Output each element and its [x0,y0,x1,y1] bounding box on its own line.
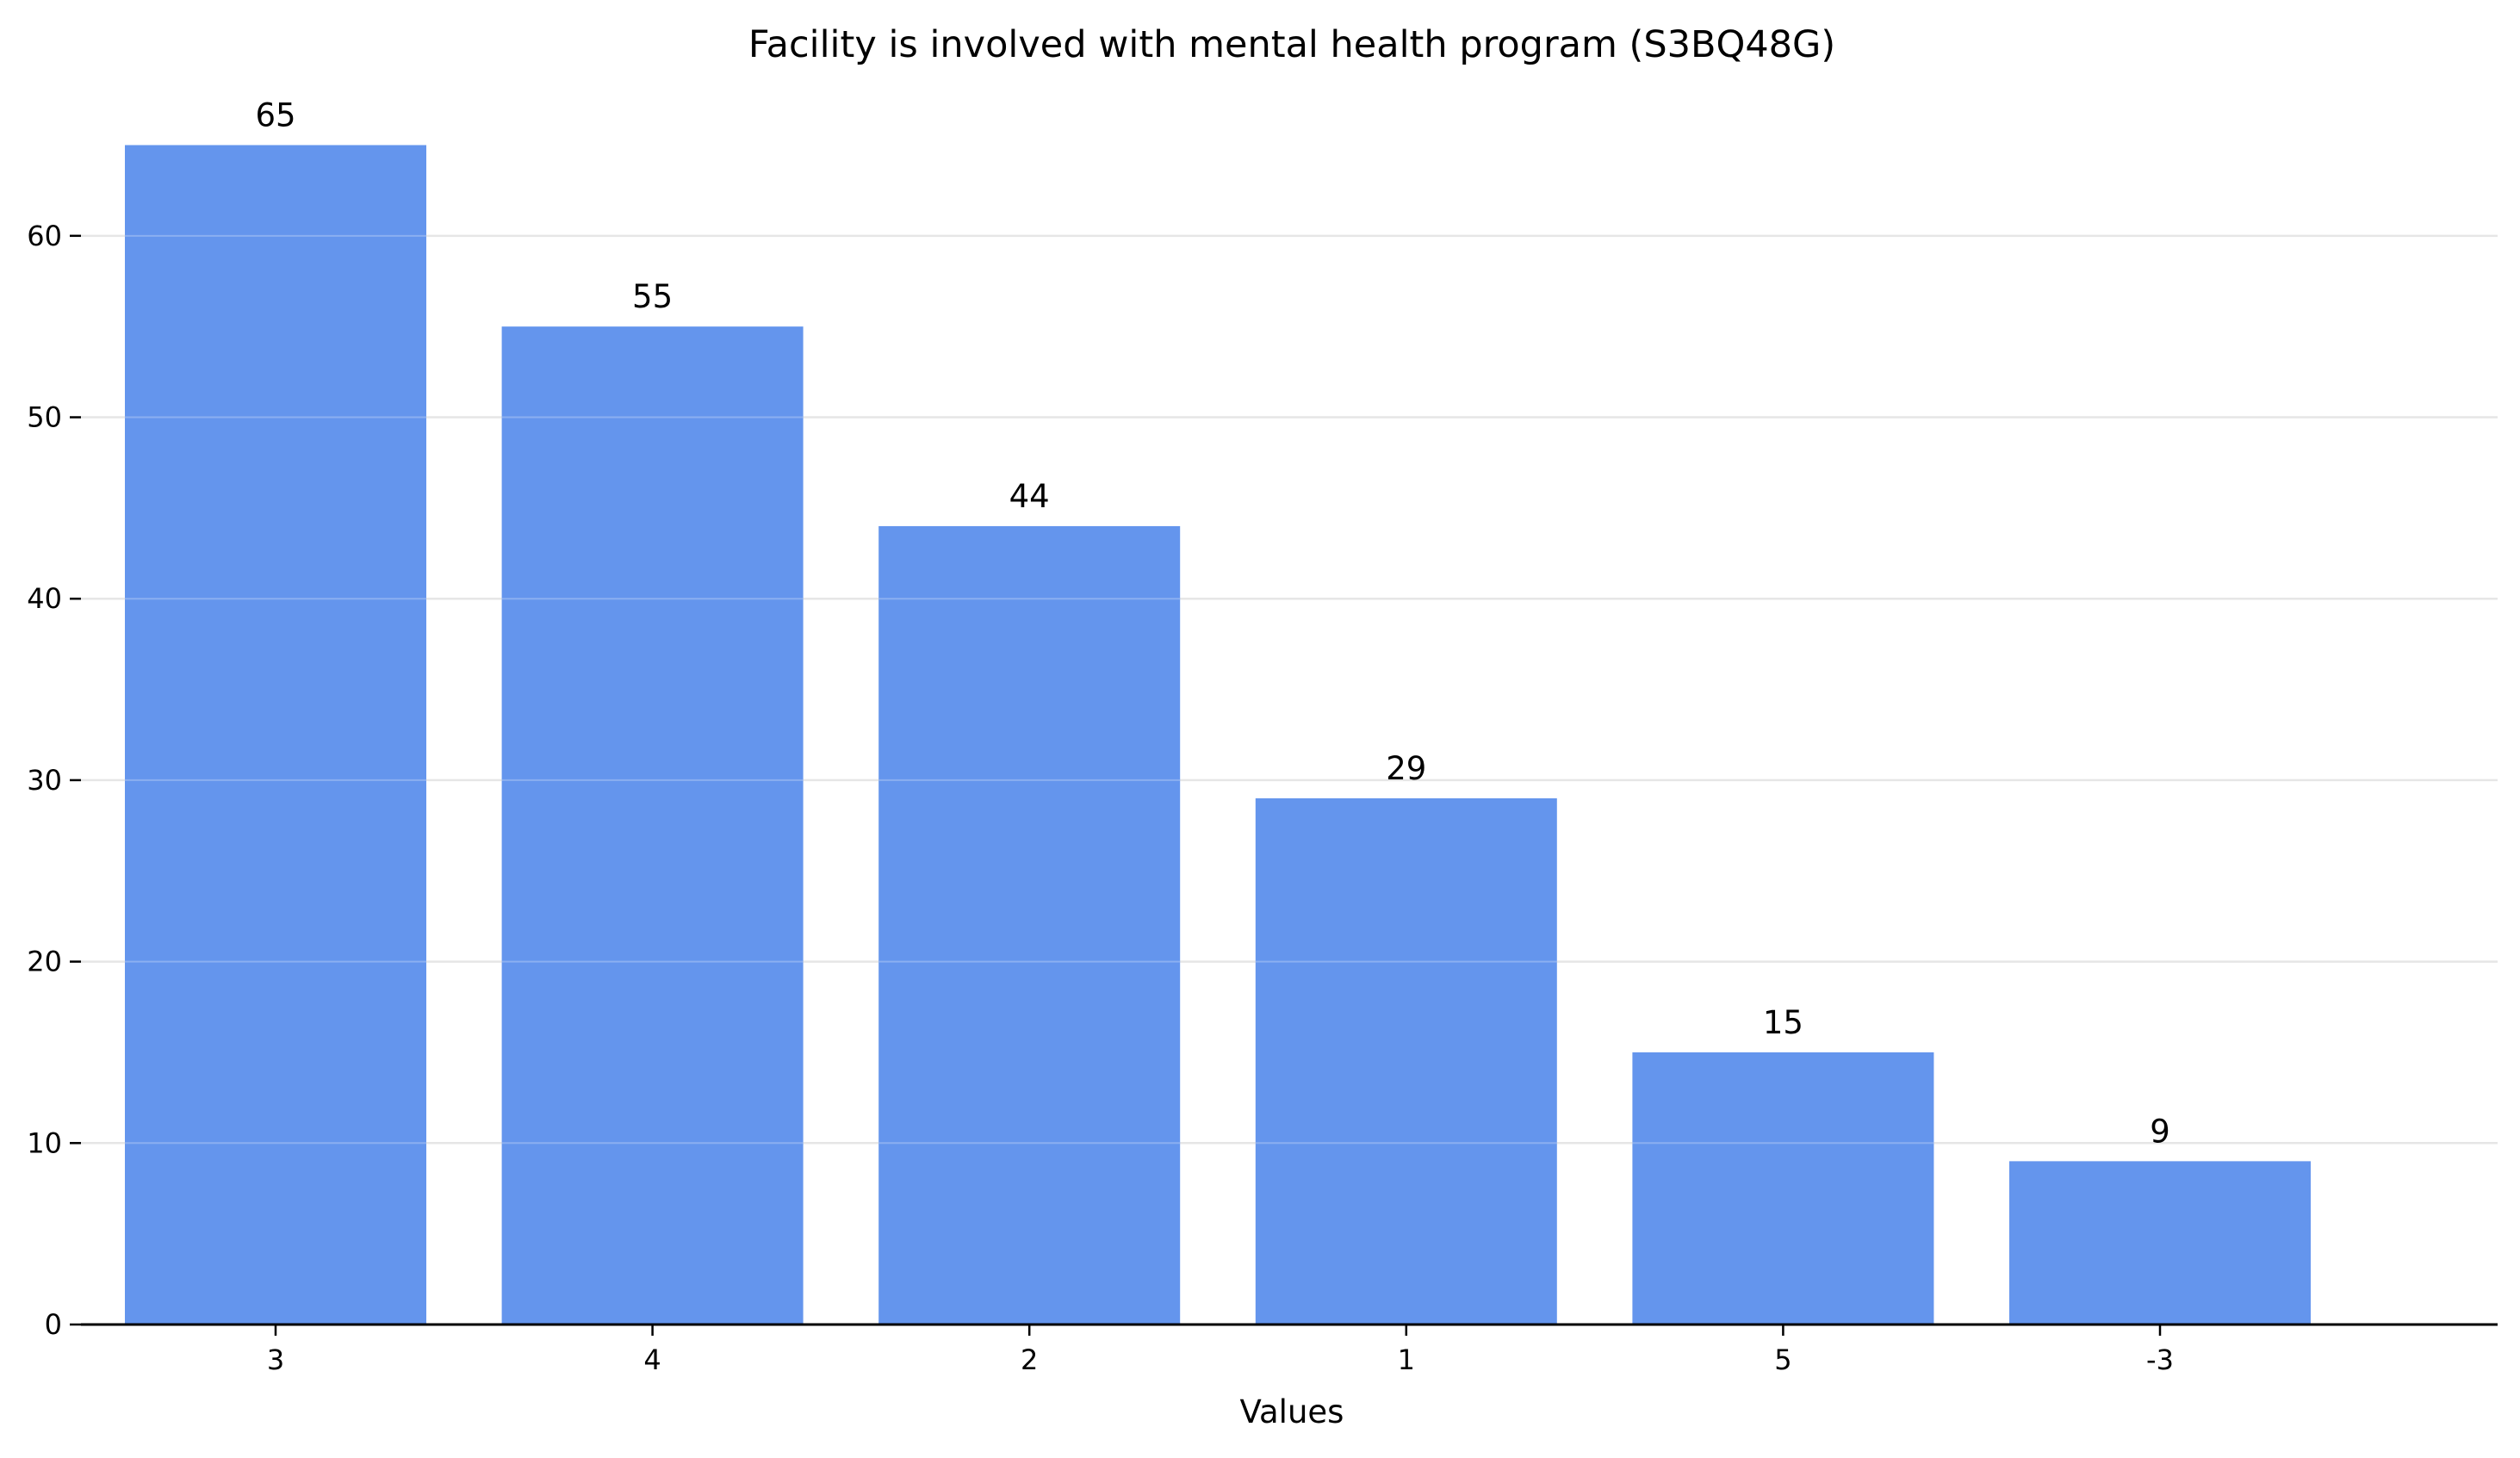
y-tick-label: 50 [27,401,62,434]
bar--3 [2009,1161,2311,1325]
data-label: 9 [2150,1113,2170,1150]
x-tick-label: 5 [1774,1343,1791,1376]
bar-1 [1255,797,1557,1325]
y-tick-label: 20 [27,946,62,978]
data-label: 65 [255,96,295,133]
bar-5 [1632,1052,1934,1325]
data-label: 29 [1386,750,1426,787]
x-tick-label: 1 [1398,1343,1415,1376]
data-label: 44 [1009,478,1050,515]
x-tick-label: 4 [643,1343,661,1376]
y-tick-label: 30 [27,764,62,797]
y-tick-label: 40 [27,582,62,615]
x-tick-label: -3 [2146,1343,2174,1376]
data-label: 15 [1763,1004,1803,1041]
y-tick-label: 60 [27,220,62,252]
bar-2 [878,525,1181,1325]
bar-4 [501,326,804,1325]
x-axis-label: Values [1240,1393,1344,1430]
bar-3 [125,145,426,1325]
y-tick-label: 10 [27,1126,62,1159]
data-label: 55 [632,278,673,315]
bars [125,145,2311,1325]
data-labels: 65 55 44 29 15 9 [255,96,2169,1150]
y-tick-label: 0 [45,1308,62,1341]
x-tick-label: 3 [267,1343,284,1376]
x-tick-label: 2 [1021,1343,1038,1376]
chart-title: Facility is involved with mental health … [748,23,1835,66]
